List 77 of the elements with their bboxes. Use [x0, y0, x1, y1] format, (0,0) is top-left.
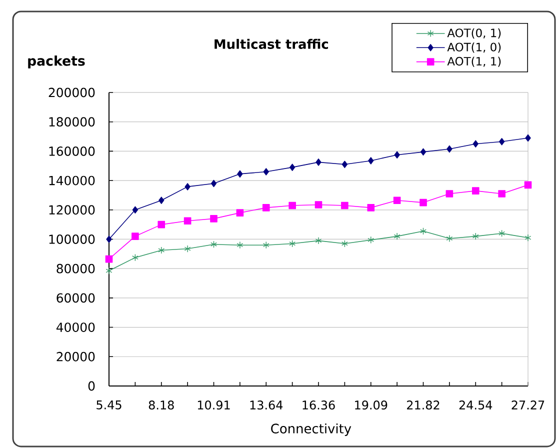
point — [525, 134, 531, 142]
point — [367, 204, 375, 212]
point — [158, 246, 165, 254]
x-tick-label: 24.54 — [459, 400, 492, 410]
chart-title: Multicast traffic — [214, 38, 328, 49]
x-tick-label: 16.36 — [302, 400, 335, 410]
y-axis-title: packets — [28, 56, 85, 68]
x-tick-label: 13.64 — [250, 400, 283, 410]
point — [420, 228, 426, 235]
point — [262, 204, 270, 212]
point — [341, 202, 348, 210]
point — [420, 198, 427, 206]
point — [393, 196, 401, 204]
point — [132, 206, 138, 214]
point — [420, 148, 426, 156]
y-tick-label: 60000 — [56, 293, 95, 303]
point — [368, 157, 374, 164]
y-tick-label: 80000 — [56, 264, 95, 274]
point — [498, 230, 506, 238]
y-tick-label: 160000 — [49, 146, 95, 156]
y-tick-label: 120000 — [49, 205, 95, 215]
point — [342, 160, 348, 168]
point — [184, 183, 190, 190]
point — [314, 201, 322, 208]
point — [106, 236, 112, 243]
point — [105, 255, 113, 263]
y-tick-label: 20000 — [56, 352, 95, 362]
point — [472, 187, 480, 194]
y-tick-label: 200000 — [48, 88, 95, 98]
point — [524, 234, 532, 242]
point — [132, 232, 139, 240]
point — [315, 237, 322, 244]
point — [446, 234, 453, 242]
point — [472, 232, 479, 240]
point — [368, 236, 374, 244]
legend-label: AOT(0, 1) — [447, 28, 501, 39]
point — [236, 241, 244, 249]
point — [132, 254, 138, 262]
point — [210, 240, 217, 248]
point — [472, 140, 478, 148]
point — [394, 151, 400, 159]
point — [106, 267, 112, 274]
legend-label: AOT(1, 1) — [447, 56, 501, 67]
point — [236, 209, 244, 216]
point — [184, 245, 191, 252]
x-tick-label: 27.27 — [512, 400, 544, 410]
point — [446, 190, 454, 198]
point — [341, 240, 348, 248]
y-tick-label: 140000 — [49, 176, 95, 186]
point — [289, 240, 296, 248]
y-tick-label: 100000 — [49, 234, 95, 244]
x-tick-label: 21.82 — [407, 400, 440, 410]
y-tick-label: 40000 — [56, 322, 95, 332]
x-tick-label: 8.18 — [148, 400, 174, 410]
x-tick-label: 10.91 — [198, 400, 230, 410]
point — [158, 196, 164, 204]
point — [288, 202, 296, 210]
y-tick-label: 180000 — [49, 117, 95, 127]
point — [237, 170, 243, 178]
point — [210, 215, 218, 222]
point — [394, 232, 400, 240]
point — [446, 145, 452, 153]
point — [158, 220, 166, 228]
x-tick-label: 5.45 — [96, 400, 122, 410]
point — [316, 158, 322, 166]
point — [498, 138, 505, 146]
y-tick-label: 0 — [88, 381, 95, 391]
x-axis-title: Connectivity — [271, 423, 352, 436]
point — [210, 180, 217, 188]
point — [498, 190, 506, 198]
point — [263, 168, 269, 176]
point — [262, 241, 270, 249]
legend-label: AOT(1, 0) — [447, 42, 501, 53]
x-tick-label: 19.09 — [355, 400, 388, 410]
point — [524, 181, 532, 189]
point — [289, 164, 296, 171]
point — [184, 217, 192, 225]
